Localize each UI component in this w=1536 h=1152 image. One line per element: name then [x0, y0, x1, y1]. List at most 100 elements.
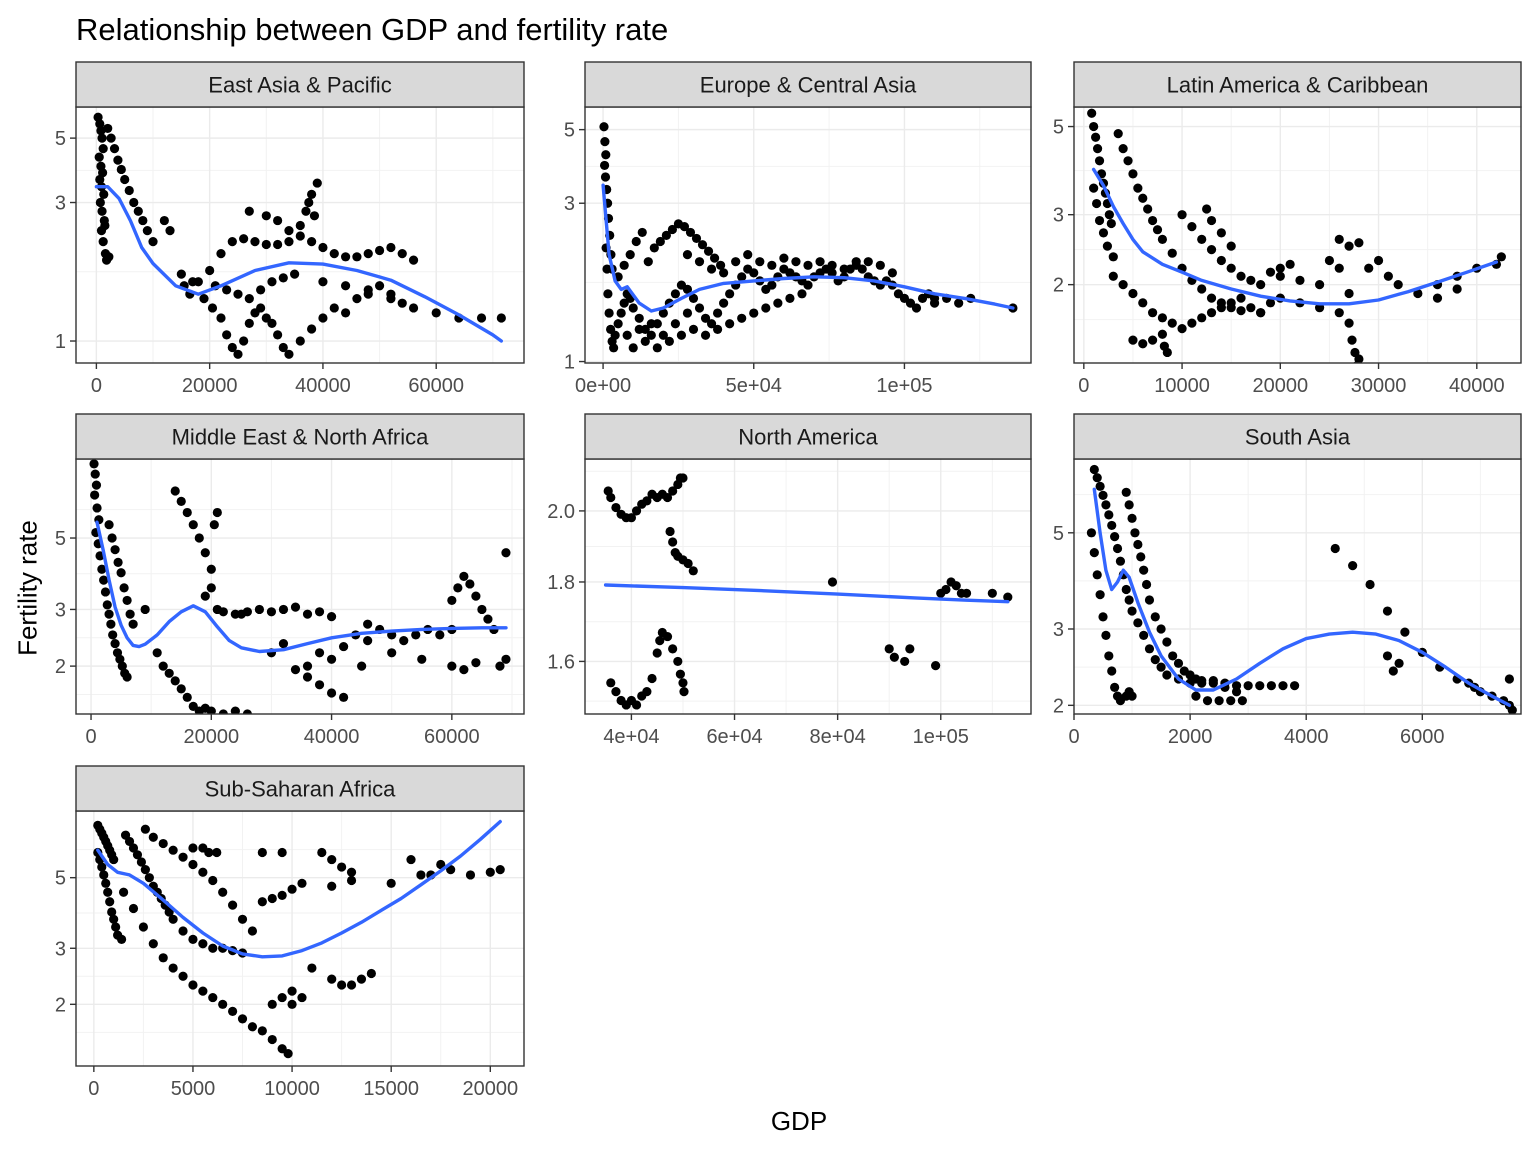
data-point [212, 847, 222, 858]
data-point [327, 854, 337, 865]
data-point [212, 507, 222, 518]
data-point [261, 211, 271, 221]
data-point [668, 644, 678, 654]
x-tick-label: 1e+05 [876, 375, 932, 397]
data-point [1003, 592, 1013, 602]
data-point [168, 845, 178, 855]
x-tick-label: 60000 [424, 726, 480, 748]
data-point [1236, 306, 1246, 316]
data-point [1216, 228, 1226, 238]
data-point [1256, 280, 1266, 290]
data-point [199, 294, 209, 304]
data-point [655, 636, 665, 646]
data-point [1152, 225, 1163, 235]
x-tick-label: 20000 [182, 375, 238, 397]
data-point [1086, 528, 1097, 538]
data-point [386, 294, 396, 304]
data-point [91, 480, 102, 490]
data-point [887, 268, 897, 278]
data-point [327, 881, 337, 891]
data-point [1206, 245, 1217, 255]
data-point [110, 638, 120, 649]
data-point [676, 330, 687, 340]
data-point [340, 308, 351, 318]
data-point [237, 914, 248, 924]
facet-strip [75, 61, 525, 108]
y-tick-label: 5 [55, 528, 66, 550]
x-tick-label: 4000 [1284, 726, 1329, 748]
data-point [679, 686, 689, 697]
data-point [703, 246, 714, 256]
data-point [431, 308, 441, 318]
data-point [1106, 218, 1116, 229]
data-point [1373, 255, 1384, 266]
data-point [102, 600, 112, 610]
data-point [397, 298, 407, 308]
facet-panel: 0e+00 5e+04 1e+05 1 3 5 Europe & Central Asia [564, 61, 1032, 397]
data-point [791, 257, 801, 267]
point-layer [93, 820, 505, 1059]
data-point [94, 152, 104, 162]
data-point [233, 349, 243, 359]
data-point [884, 644, 894, 654]
data-point [1104, 651, 1114, 661]
data-point [295, 231, 305, 241]
data-point [386, 878, 396, 888]
data-point [661, 230, 671, 240]
data-point [453, 583, 463, 593]
x-tick-label: 20000 [183, 726, 239, 748]
y-tick-label: 2 [55, 994, 66, 1016]
data-point [1383, 271, 1393, 281]
y-tick-label: 3 [1053, 205, 1064, 227]
data-point [261, 239, 271, 250]
data-point [797, 289, 807, 299]
x-tick-label: 30000 [1351, 375, 1407, 397]
data-point [1388, 666, 1398, 676]
data-point [682, 284, 693, 294]
data-point [205, 265, 215, 276]
data-point [227, 237, 237, 247]
data-point [1094, 215, 1105, 226]
data-point [188, 980, 198, 990]
data-point [218, 887, 228, 897]
data-point [631, 236, 641, 247]
data-point [664, 336, 674, 347]
x-tick-label: 0e+00 [575, 375, 631, 397]
data-point [178, 852, 188, 862]
data-point [242, 709, 252, 714]
data-point [1124, 595, 1134, 605]
data-point [244, 318, 254, 329]
data-point [218, 709, 228, 714]
data-point [312, 178, 322, 188]
data-point [178, 971, 188, 981]
data-point [314, 648, 325, 658]
data-point [755, 257, 765, 267]
data-point [366, 968, 376, 979]
data-point [646, 330, 656, 340]
point-layer [599, 122, 1018, 353]
data-point [1344, 241, 1354, 251]
data-point [477, 604, 487, 615]
data-point [118, 887, 129, 897]
data-point [273, 330, 283, 340]
data-point [416, 870, 426, 880]
data-point [1094, 156, 1105, 166]
data-point [688, 566, 698, 576]
data-point [1150, 654, 1160, 665]
data-point [233, 289, 243, 299]
data-point [257, 1026, 267, 1036]
data-point [417, 654, 427, 664]
data-point [1507, 705, 1517, 714]
data-point [1295, 275, 1305, 285]
data-point [863, 257, 873, 267]
data-point [655, 236, 665, 247]
data-point [628, 343, 638, 353]
data-point [1226, 696, 1236, 706]
data-point [1101, 500, 1111, 510]
data-point [1452, 284, 1462, 294]
data-point [1162, 637, 1172, 647]
data-point [1089, 121, 1099, 132]
facet-strip-label: Latin America & Caribbean [1167, 73, 1429, 98]
data-point [1265, 267, 1276, 277]
data-point [116, 934, 127, 944]
